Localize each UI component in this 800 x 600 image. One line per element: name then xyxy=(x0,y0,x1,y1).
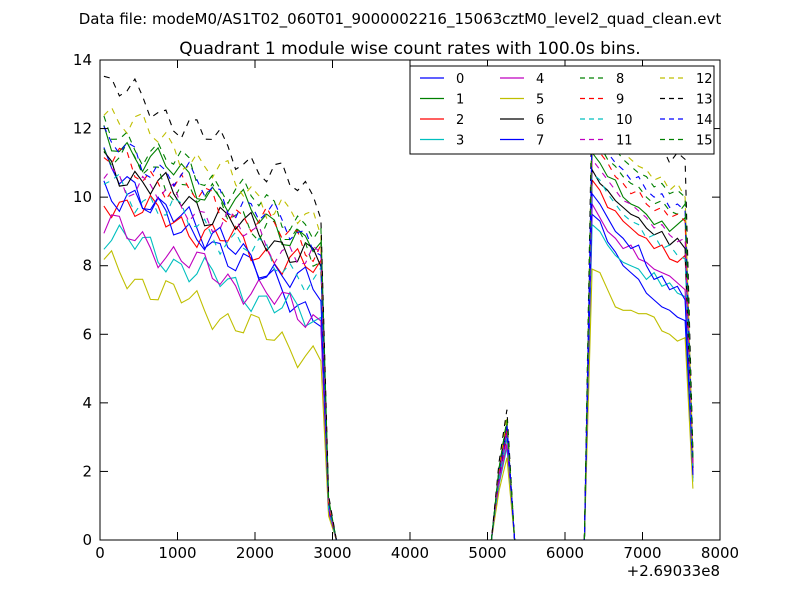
x-tick-label: 0 xyxy=(95,544,105,562)
x-tick-label: 6000 xyxy=(546,544,584,562)
chart-suptitle: Data file: modeM0/AS1T02_060T01_90000022… xyxy=(79,10,722,29)
legend-box xyxy=(409,65,715,155)
legend-label-8: 8 xyxy=(616,72,624,87)
series-line-10 xyxy=(103,171,694,541)
series-line-15 xyxy=(103,115,694,541)
x-tick-label: 4000 xyxy=(391,544,429,562)
series-line-4 xyxy=(103,202,694,541)
series-line-0 xyxy=(103,147,694,541)
x-tick-label: 5000 xyxy=(468,544,506,562)
series-layer xyxy=(103,75,694,541)
legend-label-13: 13 xyxy=(696,93,713,108)
legend-label-1: 1 xyxy=(456,93,464,108)
series-line-8 xyxy=(103,137,694,541)
legend-label-2: 2 xyxy=(456,113,464,128)
series-line-1 xyxy=(103,125,694,541)
legend-label-5: 5 xyxy=(536,93,544,108)
legend-label-7: 7 xyxy=(536,134,544,149)
legend-label-14: 14 xyxy=(696,113,713,128)
legend-label-11: 11 xyxy=(616,134,633,149)
y-tick-label: 8 xyxy=(82,257,92,275)
y-tick-label: 12 xyxy=(73,120,92,138)
y-tick-label: 10 xyxy=(73,188,92,206)
x-tick-label: 8000 xyxy=(701,544,739,562)
legend-label-10: 10 xyxy=(616,113,633,128)
legend-label-12: 12 xyxy=(696,72,713,87)
legend-label-6: 6 xyxy=(536,113,544,128)
series-line-11 xyxy=(103,157,694,541)
series-line-6 xyxy=(103,151,694,541)
series-line-14 xyxy=(103,126,694,541)
y-tick-label: 2 xyxy=(82,462,92,480)
series-line-5 xyxy=(103,249,694,541)
y-tick-label: 14 xyxy=(73,51,92,69)
series-line-3 xyxy=(103,223,694,541)
x-tick-label: 2000 xyxy=(236,544,274,562)
x-offset-label: +2.69033e8 xyxy=(627,562,720,580)
legend-label-4: 4 xyxy=(536,72,544,87)
y-tick-label: 0 xyxy=(82,531,92,549)
x-axis-ticks: 0 1000 2000 3000 4000 5000 6000 7000 8000 xyxy=(95,60,739,562)
legend-label-3: 3 xyxy=(456,134,464,149)
x-tick-label: 7000 xyxy=(623,544,661,562)
y-tick-label: 4 xyxy=(82,394,92,412)
x-tick-label: 3000 xyxy=(313,544,351,562)
y-tick-label: 6 xyxy=(82,325,92,343)
x-tick-label: 1000 xyxy=(158,544,196,562)
legend-label-0: 0 xyxy=(456,72,464,87)
legend-label-15: 15 xyxy=(696,134,713,149)
series-line-9 xyxy=(103,144,694,541)
legend-label-9: 9 xyxy=(616,93,624,108)
chart-title: Quadrant 1 module wise count rates with … xyxy=(179,39,640,59)
series-line-12 xyxy=(103,106,694,541)
series-line-7 xyxy=(103,180,694,541)
series-line-2 xyxy=(103,178,694,541)
series-line-13 xyxy=(103,75,694,541)
